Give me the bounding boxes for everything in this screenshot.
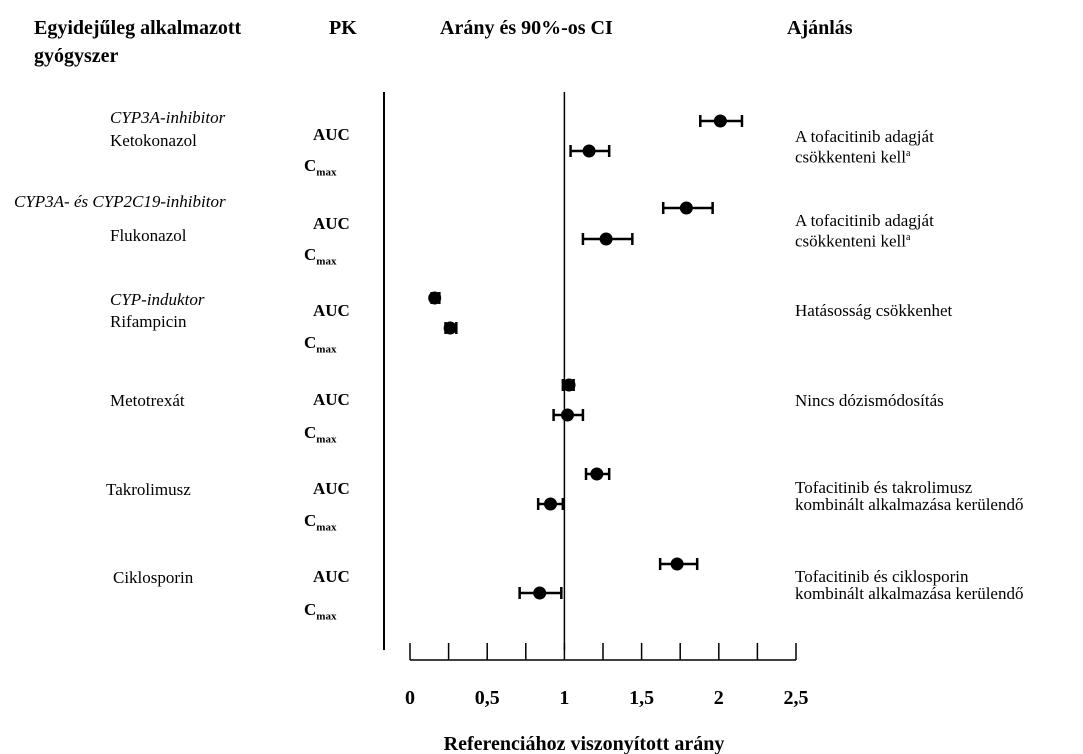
point-estimate — [670, 557, 684, 571]
row-4-pk-auc: AUC — [313, 390, 350, 409]
row-4-recommendation: Nincs dózismódosítás — [795, 391, 944, 410]
row-5-recommendation: Tofacitinib és takrolimusz kombinált alk… — [795, 478, 1024, 514]
row-5-drug: Takrolimusz — [106, 480, 191, 499]
header-pk: PK — [329, 17, 357, 39]
x-tick-label: 1 — [559, 687, 569, 709]
data-point-flukonazol-cmax — [581, 232, 634, 246]
point-estimate — [582, 144, 596, 158]
row-2-pk-auc: AUC — [313, 214, 350, 233]
row-1-pk-cmax: Cmax — [304, 156, 337, 179]
point-estimate — [544, 497, 558, 511]
row-1-inhibitor: CYP3A-inhibitor — [110, 108, 226, 127]
row-2-pk-cmax: Cmax — [304, 245, 337, 268]
point-estimate — [562, 378, 576, 392]
row-3-drug: Rifampicin — [110, 312, 187, 331]
row-3-pk-cmax: Cmax — [304, 333, 337, 356]
x-tick-label: 1,5 — [629, 687, 654, 709]
row-3-inhibitor: CYP-induktor — [110, 290, 205, 309]
point-estimate — [560, 408, 574, 422]
point-estimate — [713, 114, 727, 128]
data-point-metotrexát-cmax — [552, 408, 585, 422]
header-ratio: Arány és 90%-os CI — [440, 17, 613, 39]
x-axis: 0 0,5 1 1,5 2 2,5 — [405, 643, 809, 709]
x-tick-label: 0 — [405, 687, 415, 709]
row-5-pk-cmax: Cmax — [304, 511, 337, 534]
row-2-inhibitor: CYP3A- és CYP2C19-inhibitor — [14, 192, 226, 211]
point-estimate — [599, 232, 613, 246]
point-estimate — [679, 201, 693, 215]
row-6-pk-cmax: Cmax — [304, 600, 337, 623]
row-2-drug: Flukonazol — [110, 226, 187, 245]
data-point-ketokonazol-auc — [699, 114, 744, 128]
x-tick-label: 2,5 — [784, 687, 809, 709]
data-marks — [428, 114, 744, 600]
header-drug-line2: gyógyszer — [34, 45, 119, 67]
row-5-pk-auc: AUC — [313, 479, 350, 498]
row-6-pk-auc: AUC — [313, 567, 350, 586]
data-point-flukonazol-auc — [661, 201, 714, 215]
row-3-pk-auc: AUC — [313, 301, 350, 320]
data-point-takrolimusz-cmax — [536, 497, 565, 511]
row-1-drug: Ketokonazol — [110, 131, 197, 150]
point-estimate — [590, 467, 604, 481]
row-6-recommendation: Tofacitinib és ciklosporin kombinált alk… — [795, 567, 1024, 603]
x-axis-label: Referenciához viszonyított arány — [444, 733, 725, 754]
data-point-ciklosporin-auc — [658, 557, 699, 571]
header-drug-line1: Egyidejűleg alkalmazott — [34, 17, 242, 39]
point-estimate — [428, 291, 442, 305]
header-drug: Egyidejűleg alkalmazott gyógyszer — [34, 14, 241, 70]
row-6-drug: Ciklosporin — [113, 568, 194, 587]
row-3-recommendation: Hatásosság csökkenhet — [795, 301, 953, 320]
row-4-pk-cmax: Cmax — [304, 423, 337, 446]
row-2-recommendation: A tofacitinib adagját csökkenteni kella — [795, 211, 934, 251]
point-estimate — [443, 321, 457, 335]
point-estimate — [533, 586, 547, 600]
data-point-ciklosporin-cmax — [518, 586, 563, 600]
data-point-ketokonazol-cmax — [569, 144, 611, 158]
data-point-takrolimusz-auc — [584, 467, 611, 481]
row-1-pk-auc: AUC — [313, 125, 350, 144]
data-point-metotrexát-auc — [561, 378, 576, 392]
header-recommendation: Ajánlás — [787, 17, 853, 39]
row-1-recommendation: A tofacitinib adagját csökkenteni kella — [795, 127, 934, 167]
data-point-rifampicin-cmax — [443, 321, 458, 335]
x-tick-label: 0,5 — [475, 687, 500, 709]
row-4-drug: Metotrexát — [110, 391, 185, 410]
data-point-rifampicin-auc — [428, 291, 442, 305]
x-tick-label: 2 — [714, 687, 724, 709]
